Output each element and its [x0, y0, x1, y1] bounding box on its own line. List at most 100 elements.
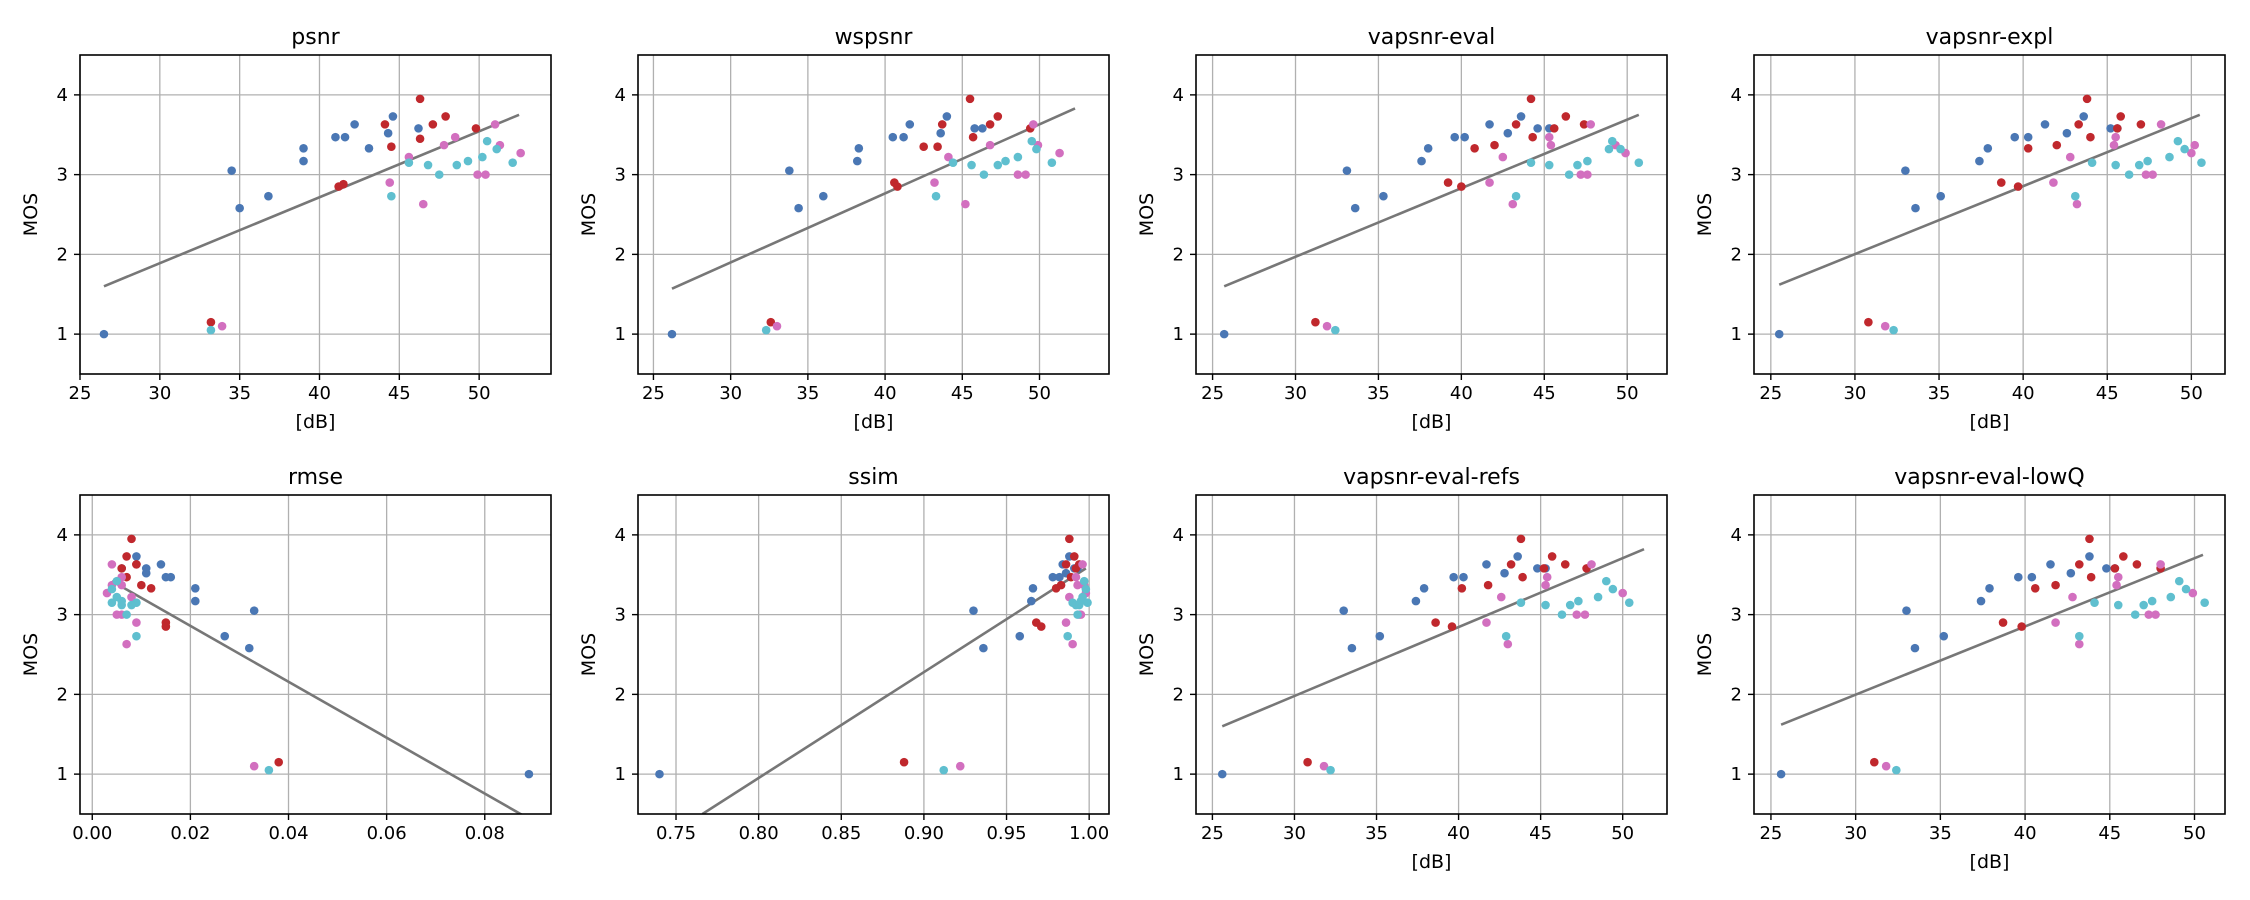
y-tick-label: 1 [57, 324, 68, 345]
data-point [2085, 534, 2094, 544]
data-point [1083, 598, 1092, 607]
data-point [2112, 580, 2121, 590]
data-point [2030, 584, 2040, 593]
y-tick-label: 4 [615, 85, 626, 106]
data-point [2144, 610, 2154, 619]
data-point [1450, 132, 1460, 142]
data-point [132, 552, 141, 561]
data-point [1901, 166, 1910, 175]
data-point [107, 598, 117, 607]
x-tick-label: 0.80 [739, 823, 779, 844]
y-axis-label: MOS [1694, 633, 1716, 676]
plot-frame [637, 494, 1110, 815]
y-tick-label: 1 [57, 764, 68, 785]
y-axis-label: MOS [20, 633, 42, 676]
data-point [854, 144, 864, 153]
x-tick-label: 50 [2180, 383, 2203, 404]
y-tick-label: 2 [1731, 244, 1742, 265]
data-point [387, 191, 396, 201]
data-point [1303, 757, 1312, 767]
data-point [1217, 769, 1227, 779]
data-point [1864, 317, 1873, 327]
data-point [1036, 622, 1046, 631]
data-point [1319, 761, 1329, 771]
data-point [2082, 94, 2092, 104]
data-point [1608, 584, 1618, 594]
x-tick-label: 45 [1533, 383, 1556, 404]
data-point [132, 631, 141, 641]
data-point [2023, 144, 2033, 153]
data-point [1500, 568, 1509, 578]
data-point [1048, 572, 1058, 582]
data-point [264, 765, 274, 775]
data-point [2173, 136, 2183, 146]
data-point [2051, 580, 2060, 590]
data-point [1774, 329, 1784, 339]
data-point [1001, 156, 1010, 166]
x-tick-label: 40 [1450, 383, 1473, 404]
data-point [2052, 140, 2062, 150]
chart-panel-psnr: 25 30 35 40 45 50 1 2 3 4 psnr MOS [dB] [20, 25, 552, 433]
data-point [2070, 191, 2080, 201]
data-point [1326, 765, 1335, 775]
panel-title: rmse [288, 465, 343, 490]
data-point [490, 120, 500, 129]
data-point [1616, 144, 1625, 154]
data-point [2180, 144, 2189, 154]
data-point [339, 179, 348, 189]
data-point [766, 317, 776, 327]
data-point [220, 631, 230, 641]
data-point [899, 132, 908, 142]
panel-title: vapsnr-eval-refs [1343, 465, 1520, 490]
x-tick-label: 50 [1611, 823, 1634, 844]
y-tick-label: 3 [1173, 165, 1184, 186]
data-point [1508, 199, 1518, 209]
data-point [127, 534, 136, 544]
data-point [1516, 598, 1526, 607]
data-point [2017, 622, 2026, 631]
data-point [1889, 325, 1898, 335]
x-tick-label: 30 [1284, 383, 1307, 404]
data-point [942, 112, 952, 121]
y-tick-label: 3 [1731, 165, 1742, 186]
data-point [387, 142, 396, 152]
data-point [404, 158, 414, 167]
data-point [1073, 580, 1082, 590]
data-point [1560, 560, 1570, 569]
data-point [1013, 152, 1023, 162]
x-tick-label: 0.85 [821, 823, 861, 844]
data-point [2119, 552, 2128, 561]
y-tick-label: 4 [1173, 525, 1184, 546]
data-point [1081, 584, 1091, 594]
data-point [1573, 160, 1582, 170]
data-point [2113, 600, 2123, 610]
data-point [985, 120, 995, 129]
data-point [127, 592, 136, 602]
data-point [112, 592, 122, 602]
data-point [481, 170, 490, 179]
data-point [112, 576, 122, 586]
data-point [1032, 144, 1041, 154]
plot-frame [1195, 494, 1668, 815]
data-point [127, 600, 136, 610]
data-point [965, 94, 975, 104]
y-axis-label: MOS [1136, 633, 1158, 676]
chart-panel-rmse: 0.00 0.02 0.04 0.06 0.08 1 2 3 4 rmse MOS [20, 465, 552, 844]
data-point [1579, 120, 1589, 129]
data-point [1501, 631, 1511, 641]
data-point [1470, 144, 1479, 153]
data-point [264, 191, 273, 201]
data-point [1485, 120, 1494, 129]
data-point [156, 560, 166, 569]
panel-title: vapsnr-eval-lowQ [1894, 465, 2084, 490]
data-point [1869, 757, 1879, 767]
data-point [1055, 148, 1064, 158]
y-tick-label: 4 [1731, 525, 1742, 546]
data-point [2130, 610, 2140, 619]
y-tick-label: 1 [1731, 764, 1742, 785]
data-point [415, 94, 425, 104]
x-tick-label: 40 [1447, 823, 1470, 844]
data-point [1496, 592, 1506, 602]
data-point [331, 132, 340, 142]
data-point [2165, 152, 2174, 162]
